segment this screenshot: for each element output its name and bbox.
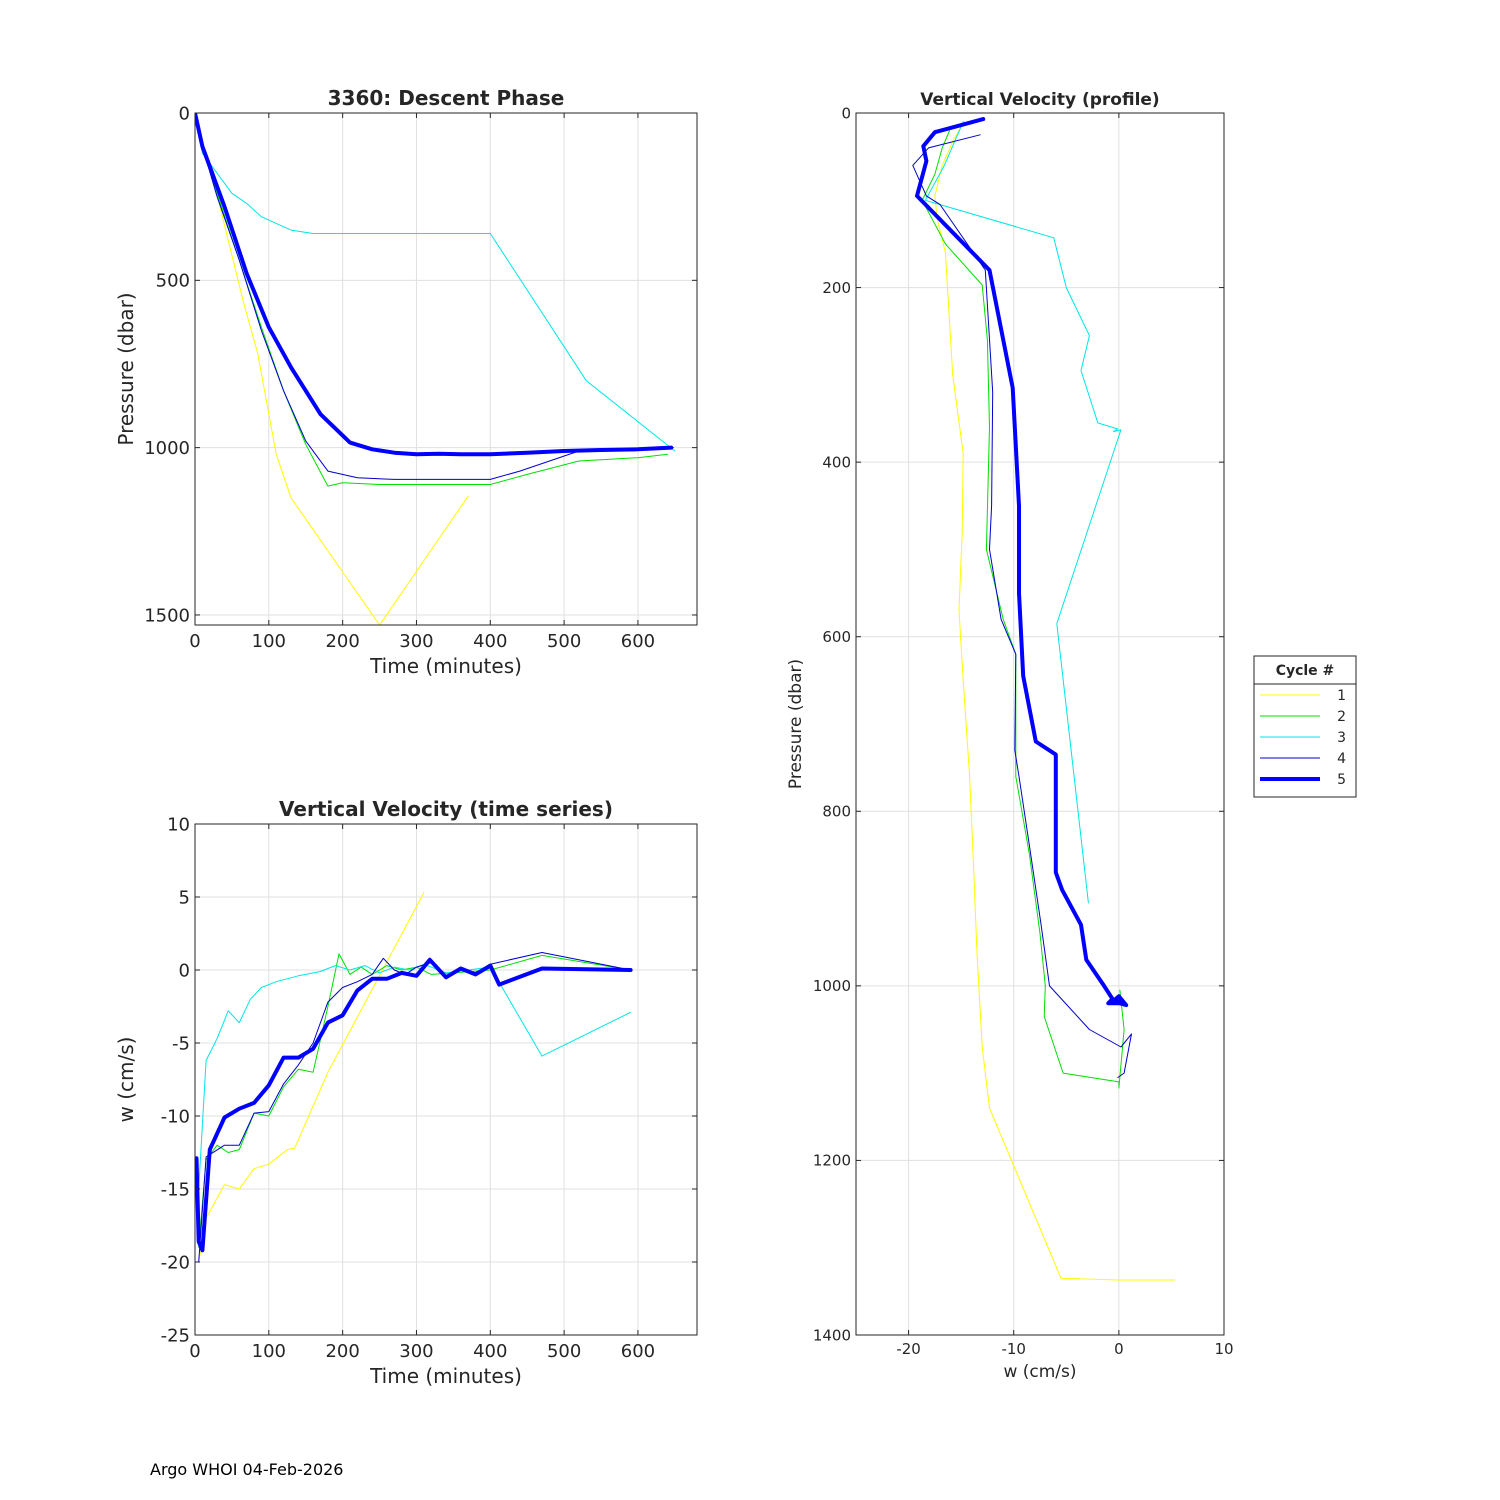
y-tick-label: 1000 [144, 438, 190, 459]
velocity-time-series-chart: 0 100 200 300 400 500 600 -25 -20 -15 -10 -5 0 5 10 Ver… [114, 797, 698, 1388]
series-line-cycle-1 [934, 121, 1176, 1281]
y-axis-label: w (cm/s) [114, 1037, 138, 1123]
x-tick-label: 400 [473, 1341, 507, 1362]
series-line-cycle-2 [198, 953, 632, 1248]
x-tick-label: 0 [189, 631, 200, 652]
x-tick-label: 600 [621, 1341, 655, 1362]
x-tick-label: 10 [1214, 1340, 1233, 1358]
x-axis-label: Time (minutes) [369, 1364, 522, 1388]
y-tick-label: 500 [156, 271, 190, 292]
y-tick-label: 600 [822, 628, 851, 646]
series-line-cycle-1 [198, 892, 425, 1263]
x-tick-label: 100 [252, 631, 286, 652]
y-tick-label: 1400 [813, 1326, 851, 1344]
y-tick-label: 10 [167, 814, 190, 835]
x-tick-label: 600 [621, 631, 655, 652]
y-tick-label: -5 [172, 1033, 190, 1054]
x-tick-label: -10 [1001, 1340, 1026, 1358]
legend-box [1253, 655, 1357, 798]
axes-frame [855, 112, 1225, 1336]
y-tick-label: 0 [841, 104, 851, 122]
series-line-cycle-3 [924, 121, 1122, 904]
y-tick-label: 400 [822, 453, 851, 471]
series-line-cycle-5 [915, 117, 1129, 1008]
y-axis-label: Pressure (dbar) [786, 659, 806, 789]
axes-frame [194, 112, 698, 626]
y-tick-label: 1000 [813, 977, 851, 995]
descent-phase-chart: 0 100 200 300 400 500 600 0 500 1000 1500 3360: Des… [114, 86, 698, 678]
cycle-legend: Cycle #1 2 3 4 5 [1253, 655, 1357, 798]
series-line-cycle-5 [195, 113, 674, 457]
chart-title: 3360: Descent Phase [328, 86, 565, 110]
series-group [912, 117, 1176, 1281]
plot-area [195, 113, 697, 625]
x-tick-label: 300 [399, 631, 433, 652]
x-tick-label: 400 [473, 631, 507, 652]
x-tick-label: -20 [896, 1340, 921, 1358]
series-group [195, 113, 676, 625]
legend-label-cycle-2: 2 [1337, 709, 1346, 725]
x-axis-label: Time (minutes) [369, 654, 522, 678]
axes-frame [194, 823, 698, 1336]
y-tick-label: -20 [161, 1252, 190, 1273]
series-group [195, 892, 633, 1263]
plot-area [856, 113, 1224, 1335]
x-tick-label: 200 [325, 631, 359, 652]
velocity-profile-chart: -20 -10 0 100200400600800100012001400Vertic… [786, 90, 1234, 1382]
y-tick-label: 0 [179, 103, 190, 124]
y-tick-label: 1200 [813, 1152, 851, 1170]
x-tick-label: 300 [399, 1341, 433, 1362]
x-tick-label: 500 [547, 631, 581, 652]
x-tick-label: 500 [547, 1341, 581, 1362]
y-tick-label: -25 [161, 1325, 190, 1346]
legend-label-cycle-4: 4 [1337, 751, 1346, 767]
chart-title: Vertical Velocity (time series) [279, 797, 613, 821]
y-tick-label: 200 [822, 279, 851, 297]
series-line-cycle-4 [912, 134, 1132, 1078]
legend-label-cycle-3: 3 [1337, 730, 1346, 746]
x-tick-label: 100 [252, 1341, 286, 1362]
x-axis-label: w (cm/s) [1003, 1362, 1076, 1382]
y-tick-label: 800 [822, 803, 851, 821]
y-axis-label: Pressure (dbar) [114, 292, 138, 445]
y-tick-label: 5 [179, 887, 190, 908]
series-line-cycle-3 [195, 115, 676, 452]
x-tick-label: 0 [189, 1341, 200, 1362]
y-tick-label: 1500 [144, 605, 190, 626]
legend-label-cycle-5: 5 [1337, 772, 1346, 788]
x-tick-label: 0 [1114, 1340, 1124, 1358]
y-tick-label: -15 [161, 1179, 190, 1200]
x-tick-label: 200 [325, 1341, 359, 1362]
plot-area [195, 824, 697, 1335]
y-tick-label: 0 [179, 960, 190, 981]
series-line-cycle-5 [195, 957, 633, 1253]
footer-credit: Argo WHOI 04-Feb-2026 [150, 1460, 344, 1479]
legend-label-cycle-1: 1 [1337, 688, 1346, 704]
chart-title: Vertical Velocity (profile) [920, 90, 1159, 110]
y-tick-label: -10 [161, 1106, 190, 1127]
series-line-cycle-4 [195, 113, 674, 480]
legend-title: Cycle # [1276, 663, 1335, 679]
